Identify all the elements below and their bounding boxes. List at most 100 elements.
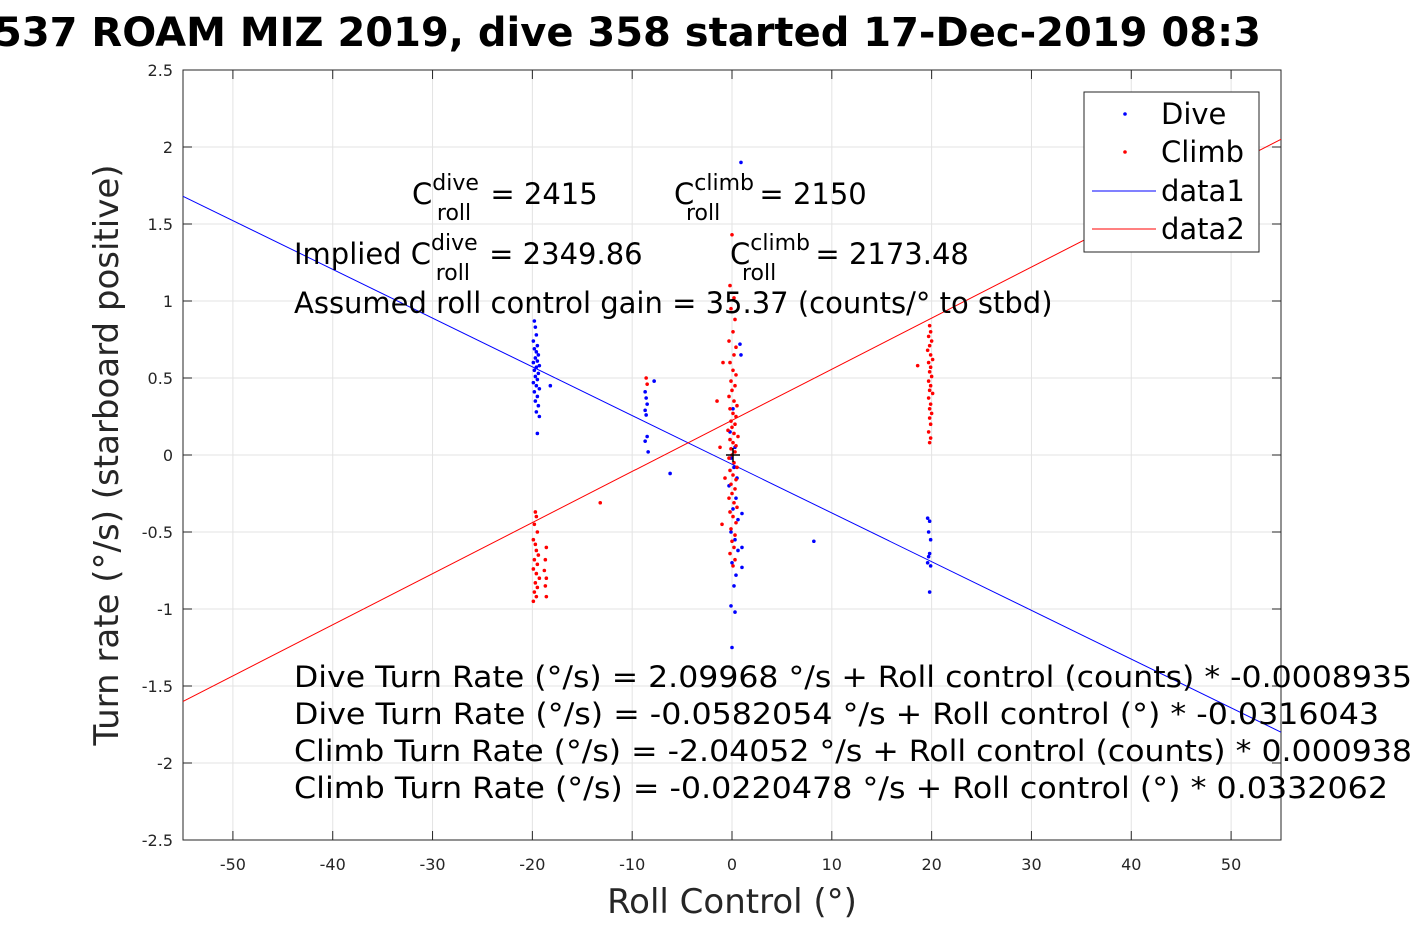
y-tick-label: -1.5 [142, 677, 173, 696]
point-climb [729, 447, 733, 451]
point-climb [729, 306, 733, 311]
point-climb [735, 465, 739, 470]
x-tick-label: 20 [921, 855, 941, 874]
point-climb [729, 419, 733, 423]
x-tick-label: 0 [727, 855, 737, 874]
point-climb [533, 581, 538, 585]
point-climb [732, 500, 736, 505]
x-tick-label: 50 [1221, 855, 1241, 874]
point-dive [740, 565, 744, 570]
point-climb [732, 296, 736, 300]
equation-climb-counts: Climb Turn Rate (°/s) = -2.04052 °/s + R… [294, 734, 1412, 768]
point-climb [718, 445, 722, 450]
point-dive [928, 564, 933, 568]
point-dive [734, 496, 738, 500]
point-dive [812, 539, 816, 544]
point-dive [532, 390, 537, 394]
point-dive [644, 413, 648, 417]
c-dive-annotation: Cdive roll = 2415 [412, 171, 598, 226]
point-climb [732, 545, 736, 550]
x-tick-label: -50 [220, 855, 246, 874]
point-dive [926, 530, 931, 534]
point-climb [926, 360, 931, 365]
point-climb [644, 376, 648, 380]
x-tick-label: 30 [1021, 855, 1041, 874]
point-climb [734, 414, 738, 419]
point-dive [652, 379, 656, 383]
point-climb [928, 365, 933, 370]
point-dive [927, 590, 932, 594]
point-dive [535, 343, 540, 348]
point-climb [534, 514, 539, 519]
point-climb [534, 594, 539, 599]
point-dive [739, 353, 743, 357]
point-climb [728, 360, 732, 365]
point-climb [728, 283, 732, 288]
point-climb [731, 473, 735, 477]
c-climb-annotation: Cclimb roll = 2150 [674, 171, 867, 226]
point-dive [730, 645, 734, 650]
y-axis-label: Turn rate (°/s) (starboard positive) [87, 164, 127, 746]
point-dive [532, 346, 537, 351]
point-climb [734, 373, 738, 377]
point-climb [536, 553, 541, 557]
point-dive [534, 365, 539, 370]
legend: Dive Climb data1 data2 [1083, 91, 1260, 253]
y-tick-label: -2.5 [142, 831, 173, 850]
point-climb [928, 436, 933, 440]
point-climb [533, 510, 538, 514]
point-climb [730, 232, 734, 237]
point-climb [598, 500, 603, 505]
point-dive [729, 604, 733, 608]
point-climb [732, 353, 736, 357]
data-points [531, 160, 935, 650]
point-dive [535, 359, 540, 363]
point-dive [733, 537, 737, 542]
coefficient-annotations: Cdive roll = 2415 Cclimb roll = 2150 Impli… [294, 171, 1053, 320]
point-climb [729, 482, 733, 487]
point-dive [537, 414, 542, 419]
point-climb [728, 551, 732, 556]
point-dive [536, 371, 541, 376]
point-dive [532, 368, 537, 373]
point-climb [927, 440, 932, 445]
y-tick-label: -2 [157, 754, 173, 773]
point-dive [536, 403, 541, 408]
point-climb [734, 477, 738, 482]
point-dive [926, 554, 931, 559]
point-climb [733, 450, 737, 454]
chart-title: 537 ROAM MIZ 2019, dive 358 started 17-D… [0, 10, 1261, 56]
ticks: -50 -40 -30 -20 -10 0 10 20 30 40 50 2.5 2 1.5 1 0.5 0 -0… [142, 61, 1281, 874]
point-dive [925, 516, 930, 520]
point-dive [732, 584, 736, 588]
point-climb [728, 510, 732, 514]
point-dive [536, 353, 541, 357]
point-dive [531, 380, 536, 385]
point-climb [535, 585, 540, 590]
origin-crosshair [726, 448, 740, 462]
point-climb [728, 407, 732, 411]
point-dive [532, 319, 537, 323]
point-climb [735, 403, 739, 408]
point-dive [548, 383, 553, 388]
x-axis-label: Roll Control (°) [607, 882, 857, 922]
x-tick-label: 40 [1121, 855, 1141, 874]
y-tick-label: 0 [163, 446, 173, 465]
point-climb [929, 411, 934, 416]
point-climb [727, 394, 731, 399]
point-dive [668, 471, 672, 476]
point-dive [927, 519, 932, 524]
point-dive [740, 545, 744, 550]
point-dive [533, 325, 538, 329]
point-climb [730, 425, 734, 430]
point-dive [534, 410, 539, 414]
point-climb [733, 557, 737, 562]
point-climb [531, 567, 536, 571]
point-climb [731, 411, 735, 416]
point-climb [728, 437, 732, 442]
point-dive [646, 450, 650, 454]
point-dive [643, 408, 647, 413]
point-dive [734, 573, 738, 577]
point-climb [731, 440, 735, 445]
